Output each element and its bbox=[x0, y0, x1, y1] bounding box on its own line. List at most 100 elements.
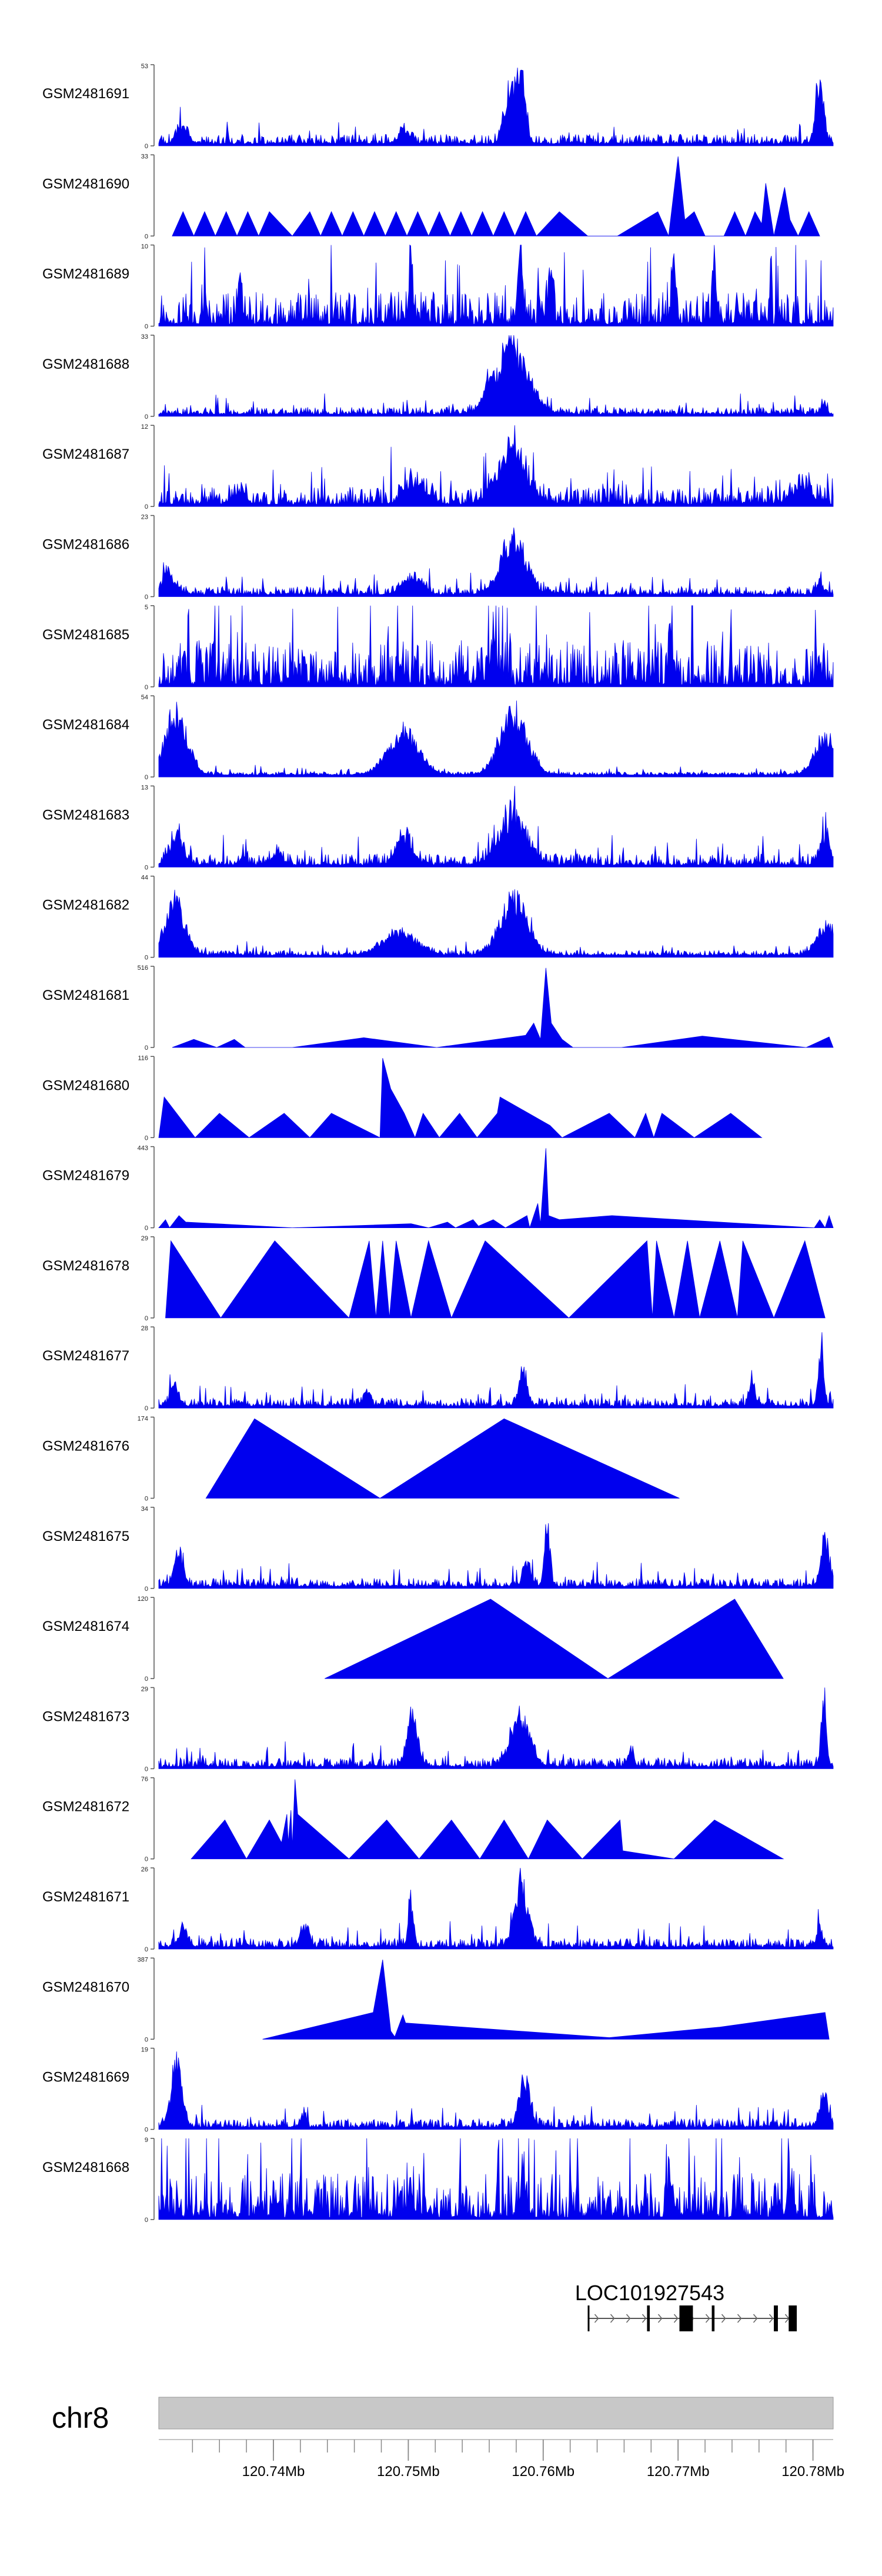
coverage-area bbox=[158, 527, 834, 597]
y-tick-label-min: 0 bbox=[145, 594, 148, 601]
track-label: GSM2481675 bbox=[42, 1529, 129, 1544]
track-GSM2481676: GSM2481676 174 0 bbox=[42, 1416, 680, 1503]
track-GSM2481684: GSM2481684 54 0 bbox=[42, 694, 834, 781]
track-GSM2481687: GSM2481687 12 0 bbox=[42, 423, 834, 510]
track-GSM2481672: GSM2481672 76 0 bbox=[42, 1776, 784, 1863]
strand-arrow bbox=[721, 2314, 726, 2323]
coverage-area bbox=[158, 2051, 834, 2130]
strand-arrow bbox=[657, 2314, 663, 2323]
strand-arrow bbox=[642, 2314, 647, 2323]
track-GSM2481678: GSM2481678 29 0 bbox=[42, 1235, 826, 1322]
y-tick-label-min: 0 bbox=[145, 233, 148, 240]
track-GSM2481685: GSM2481685 5 0 bbox=[42, 604, 834, 691]
y-tick-label-min: 0 bbox=[145, 1405, 148, 1412]
strand-arrow bbox=[594, 2314, 599, 2323]
strand-arrow bbox=[673, 2314, 679, 2323]
track-label: GSM2481672 bbox=[42, 1799, 129, 1815]
y-tick-label-min: 0 bbox=[145, 1225, 148, 1232]
track-GSM2481679: GSM2481679 443 0 bbox=[42, 1145, 834, 1232]
track-label: GSM2481678 bbox=[42, 1258, 129, 1274]
y-tick-label-min: 0 bbox=[145, 2127, 148, 2134]
track-GSM2481680: GSM2481680 116 0 bbox=[42, 1055, 763, 1142]
track-label: GSM2481687 bbox=[42, 446, 129, 462]
track-label: GSM2481671 bbox=[42, 1889, 129, 1905]
track-GSM2481690: GSM2481690 33 0 bbox=[42, 153, 820, 240]
coverage-area bbox=[158, 425, 834, 507]
y-tick-label-min: 0 bbox=[145, 1045, 148, 1052]
track-GSM2481681: GSM2481681 516 0 bbox=[42, 965, 834, 1052]
track-GSM2481675: GSM2481675 34 0 bbox=[42, 1506, 834, 1593]
track-label: GSM2481681 bbox=[42, 987, 129, 1003]
track-label: GSM2481680 bbox=[42, 1077, 129, 1093]
y-tick-label-min: 0 bbox=[145, 323, 148, 331]
y-tick-label-min: 0 bbox=[145, 1134, 148, 1142]
strand-arrow bbox=[705, 2314, 710, 2323]
track-GSM2481683: GSM2481683 13 0 bbox=[42, 784, 834, 871]
y-tick-label-max: 13 bbox=[141, 784, 148, 791]
track-GSM2481691: GSM2481691 53 0 bbox=[42, 63, 834, 150]
exon bbox=[789, 2305, 797, 2331]
track-label: GSM2481691 bbox=[42, 86, 129, 102]
track-GSM2481688: GSM2481688 33 0 bbox=[42, 333, 834, 421]
y-tick-label-min: 0 bbox=[145, 684, 148, 691]
coverage-area bbox=[158, 1523, 834, 1589]
y-tick-label-max: 120 bbox=[138, 1596, 148, 1603]
y-tick-label-max: 19 bbox=[141, 2047, 148, 2054]
strand-arrow bbox=[626, 2314, 631, 2323]
coverage-area bbox=[158, 1057, 763, 1139]
chromosome-label: chr8 bbox=[52, 2401, 109, 2434]
coverage-area bbox=[165, 1240, 826, 1319]
y-tick-label-max: 174 bbox=[138, 1416, 148, 1423]
coverage-area bbox=[158, 1687, 834, 1769]
track-GSM2481668: GSM2481668 9 0 bbox=[42, 2137, 834, 2224]
axis-tick-label: 120.74Mb bbox=[242, 2464, 305, 2480]
strand-arrow bbox=[737, 2314, 742, 2323]
track-label: GSM2481670 bbox=[42, 1979, 129, 1995]
exon bbox=[711, 2305, 715, 2331]
y-tick-label-max: 116 bbox=[138, 1055, 148, 1062]
track-GSM2481682: GSM2481682 44 0 bbox=[42, 875, 834, 962]
y-tick-label-max: 5 bbox=[145, 604, 148, 611]
strand-arrow bbox=[610, 2314, 615, 2323]
exon bbox=[587, 2305, 590, 2331]
axis-tick-label: 120.76Mb bbox=[512, 2464, 574, 2480]
y-tick-label-min: 0 bbox=[145, 143, 148, 150]
axis-tick-label: 120.78Mb bbox=[781, 2464, 844, 2480]
chromosome-ideogram bbox=[158, 2397, 834, 2430]
gene-label: LOC101927543 bbox=[575, 2281, 724, 2305]
exon bbox=[679, 2305, 693, 2331]
track-GSM2481686: GSM2481686 23 0 bbox=[42, 514, 834, 601]
y-tick-label-min: 0 bbox=[145, 1676, 148, 1683]
coverage-area bbox=[158, 1148, 834, 1229]
coverage-area bbox=[158, 1332, 834, 1409]
y-tick-label-max: 53 bbox=[141, 63, 148, 70]
track-label: GSM2481683 bbox=[42, 807, 129, 823]
axis-ticks: 120.74Mb 120.75Mb 120.76Mb 120.77Mb 120.78Mb bbox=[159, 2439, 844, 2480]
y-tick-label-min: 0 bbox=[145, 1766, 148, 1773]
coverage-area bbox=[191, 1779, 784, 1860]
y-tick-label-min: 0 bbox=[145, 503, 148, 510]
genome-axis-track: chr8 120.74Mb 120.75Mb 120.76Mb 120.77Mb 120… bbox=[52, 2397, 844, 2480]
track-label: GSM2481688 bbox=[42, 356, 129, 372]
y-tick-label-min: 0 bbox=[145, 1946, 148, 1953]
y-tick-label-max: 29 bbox=[141, 1235, 148, 1242]
track-GSM2481677: GSM2481677 28 0 bbox=[42, 1325, 834, 1412]
track-GSM2481674: GSM2481674 120 0 bbox=[42, 1596, 784, 1683]
coverage-area bbox=[158, 1867, 834, 1950]
track-label: GSM2481684 bbox=[42, 717, 129, 733]
track-GSM2481669: GSM2481669 19 0 bbox=[42, 2047, 834, 2134]
y-tick-label-max: 34 bbox=[141, 1506, 148, 1513]
track-label: GSM2481669 bbox=[42, 2070, 129, 2086]
y-tick-label-max: 12 bbox=[141, 423, 148, 431]
coverage-area bbox=[172, 156, 820, 237]
exon bbox=[774, 2305, 778, 2331]
axis-tick-label: 120.77Mb bbox=[647, 2464, 710, 2480]
coverage-area bbox=[158, 605, 834, 688]
y-tick-label-min: 0 bbox=[145, 774, 148, 781]
y-tick-label-min: 0 bbox=[145, 955, 148, 962]
track-label: GSM2481668 bbox=[42, 2160, 129, 2175]
track-GSM2481689: GSM2481689 10 0 bbox=[42, 243, 834, 331]
track-GSM2481670: GSM2481670 387 0 bbox=[42, 1956, 830, 2043]
y-tick-label-min: 0 bbox=[145, 1856, 148, 1863]
gene-track: LOC101927543 bbox=[575, 2281, 797, 2331]
